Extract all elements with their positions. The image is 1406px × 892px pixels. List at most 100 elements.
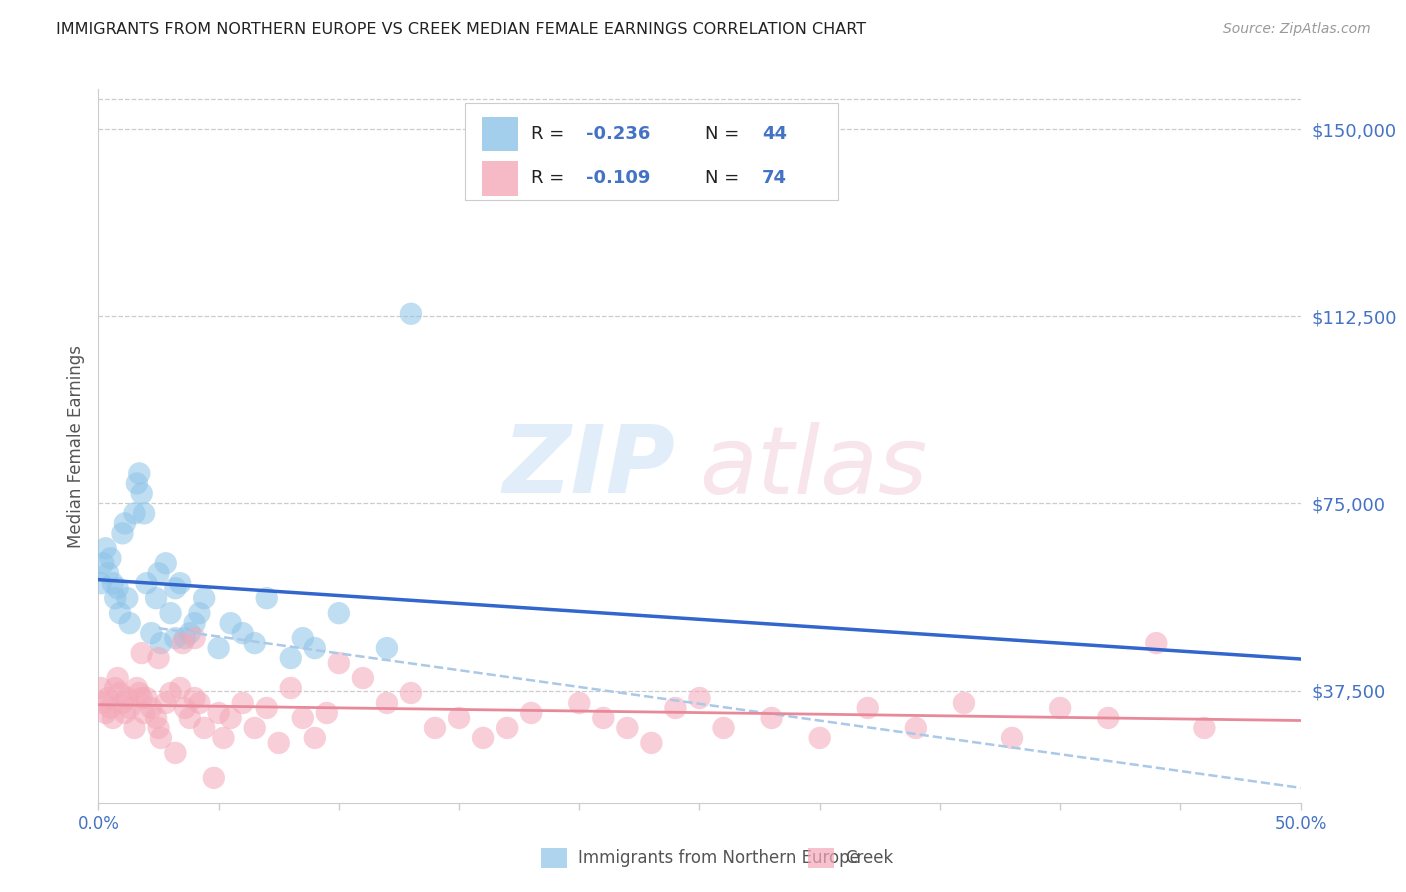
Point [149,636,172,650]
Point [91,556,114,570]
FancyBboxPatch shape [465,103,838,200]
Point [114,706,136,720]
Point [111,696,134,710]
Point [256,591,278,606]
Point [904,721,927,735]
Point [135,691,157,706]
Point [104,591,127,606]
Point [174,701,197,715]
Point [108,686,131,700]
Point [165,581,187,595]
Text: 74: 74 [762,169,787,187]
Point [212,731,235,745]
Point [447,711,470,725]
Point [399,307,422,321]
Point [132,706,155,720]
Point [291,711,314,725]
Point [94,706,117,720]
Text: -0.109: -0.109 [586,169,651,187]
Y-axis label: Median Female Earnings: Median Female Earnings [66,344,84,548]
Point [183,631,205,645]
Point [232,626,254,640]
Point [100,551,122,566]
Text: Creek: Creek [845,849,893,867]
Point [1097,711,1119,725]
Point [193,591,215,606]
Point [114,516,136,531]
Text: Immigrants from Northern Europe: Immigrants from Northern Europe [578,849,859,867]
Text: Source: ZipAtlas.com: Source: ZipAtlas.com [1223,22,1371,37]
Point [107,671,129,685]
Point [132,507,155,521]
Point [256,701,278,715]
Point [128,467,150,481]
Point [118,616,141,631]
Point [101,576,124,591]
Point [155,556,177,570]
Point [423,721,446,735]
Point [97,566,120,581]
Point [165,631,187,645]
Point [232,696,254,710]
Text: ZIP: ZIP [502,421,675,514]
Point [111,526,134,541]
Point [101,711,124,725]
Point [193,721,215,735]
Point [179,711,201,725]
Bar [482,117,517,152]
Point [108,606,131,620]
Point [472,731,495,745]
Point [243,721,266,735]
Point [1049,701,1071,715]
Point [375,641,398,656]
Point [496,721,519,735]
Point [131,691,153,706]
Point [141,626,163,640]
Point [640,736,662,750]
Point [280,681,302,695]
Point [148,651,170,665]
Point [243,636,266,650]
Point [219,711,242,725]
Point [135,576,157,591]
Point [1194,721,1216,735]
Point [399,686,422,700]
Point [1001,731,1024,745]
Text: R =: R = [531,169,571,187]
Point [90,681,112,695]
Point [145,711,167,725]
Point [592,711,614,725]
Text: N =: N = [706,169,745,187]
Point [291,631,314,645]
Point [100,701,122,715]
Point [208,706,231,720]
Point [280,651,302,665]
Point [125,681,148,695]
Text: 44: 44 [762,125,787,143]
Point [104,681,127,695]
Point [131,646,153,660]
Point [520,706,543,720]
Point [145,591,167,606]
Point [856,701,879,715]
Point [1144,636,1167,650]
Point [208,641,231,656]
Point [169,576,191,591]
Text: atlas: atlas [699,422,928,513]
Point [179,626,201,640]
Point [91,696,114,710]
Point [97,691,120,706]
Point [219,616,242,631]
Point [117,591,139,606]
Point [183,691,205,706]
Point [664,701,686,715]
Point [131,486,153,500]
Point [148,566,170,581]
Point [159,606,181,620]
Point [304,641,326,656]
Point [169,681,191,695]
Point [124,507,146,521]
Point [128,686,150,700]
Point [267,736,290,750]
Bar [482,161,517,195]
